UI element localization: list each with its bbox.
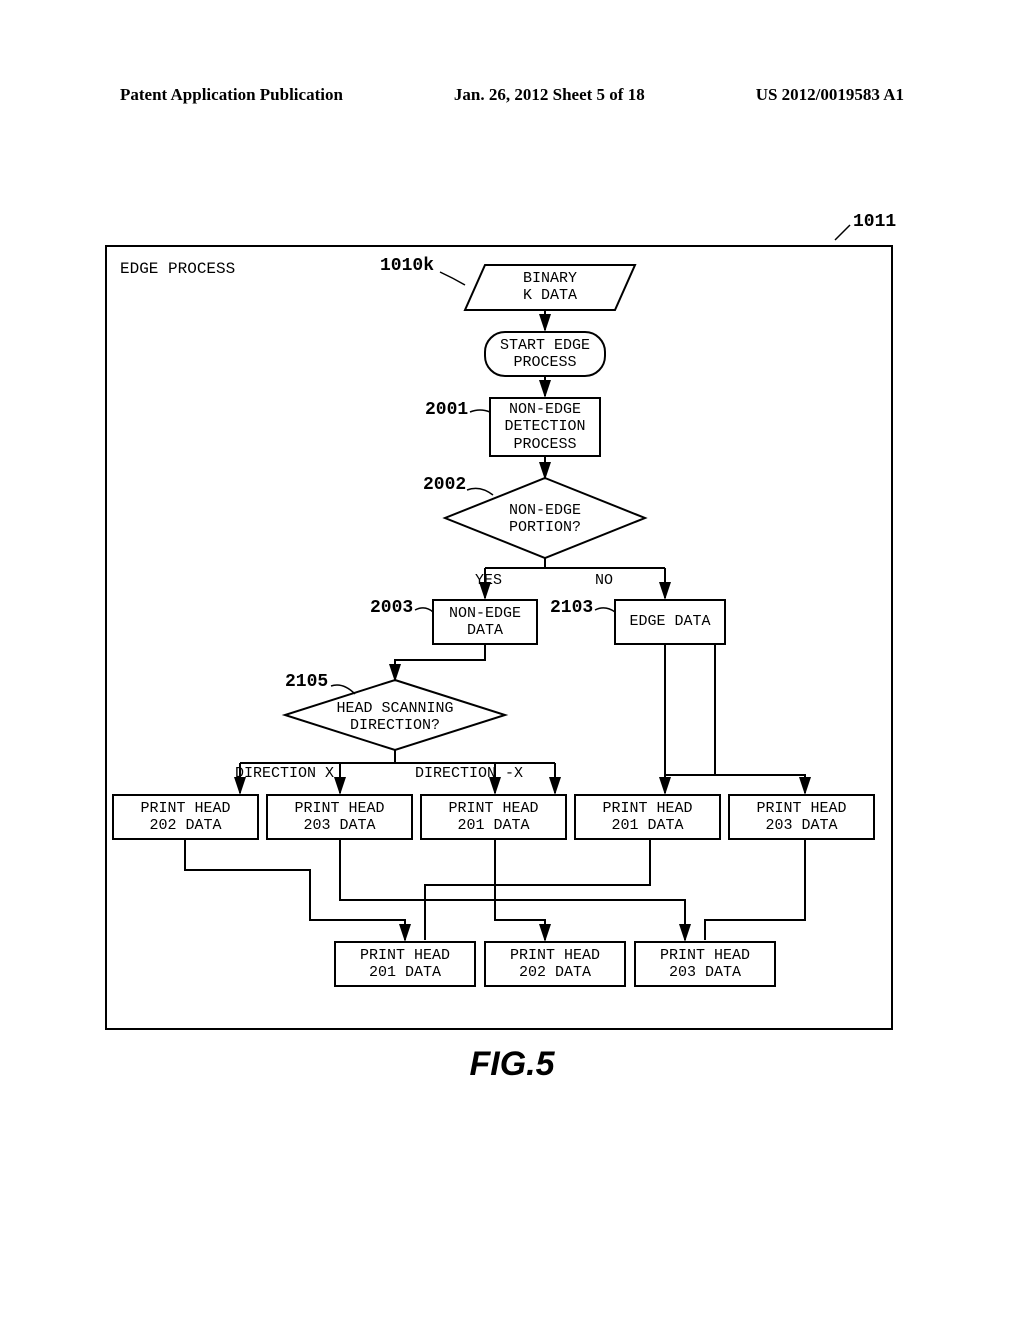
- ref-1010k: 1010k: [380, 256, 434, 276]
- edge-process-title: EDGE PROCESS: [120, 260, 235, 278]
- header-center: Jan. 26, 2012 Sheet 5 of 18: [454, 85, 645, 105]
- ref-2105: 2105: [285, 672, 328, 692]
- yes-label: YES: [475, 572, 502, 589]
- print-head-203: PRINT HEAD203 DATA: [269, 800, 410, 835]
- no-label: NO: [595, 572, 613, 589]
- header-right: US 2012/0019583 A1: [756, 85, 904, 105]
- diagram-container: 1011: [105, 220, 893, 1030]
- print-head-202c: PRINT HEAD202 DATA: [487, 947, 623, 982]
- non-edge-detection: NON-EDGEDETECTIONPROCESS: [493, 401, 597, 453]
- non-edge-portion-q: NON-EDGEPORTION?: [485, 502, 605, 537]
- page-header: Patent Application Publication Jan. 26, …: [0, 85, 1024, 105]
- start-edge-process: START EDGEPROCESS: [487, 337, 603, 372]
- print-head-202: PRINT HEAD202 DATA: [115, 800, 256, 835]
- binary-k-data: BINARYK DATA: [500, 270, 600, 305]
- non-edge-data: NON-EDGEDATA: [435, 605, 535, 640]
- print-head-203c: PRINT HEAD203 DATA: [637, 947, 773, 982]
- print-head-201: PRINT HEAD201 DATA: [423, 800, 564, 835]
- edge-data: EDGE DATA: [617, 613, 723, 630]
- head-scanning-q: HEAD SCANNINGDIRECTION?: [315, 700, 475, 735]
- print-head-201c: PRINT HEAD201 DATA: [337, 947, 473, 982]
- print-head-203b: PRINT HEAD203 DATA: [731, 800, 872, 835]
- ref-2002: 2002: [423, 475, 466, 495]
- direction-x: DIRECTION X: [235, 765, 334, 782]
- ref-2003: 2003: [370, 598, 413, 618]
- ref-2001: 2001: [425, 400, 468, 420]
- header-left: Patent Application Publication: [120, 85, 343, 105]
- print-head-201b: PRINT HEAD201 DATA: [577, 800, 718, 835]
- figure-caption: FIG.5: [0, 1045, 1024, 1084]
- ref-2103: 2103: [550, 598, 593, 618]
- direction-nx: DIRECTION -X: [415, 765, 523, 782]
